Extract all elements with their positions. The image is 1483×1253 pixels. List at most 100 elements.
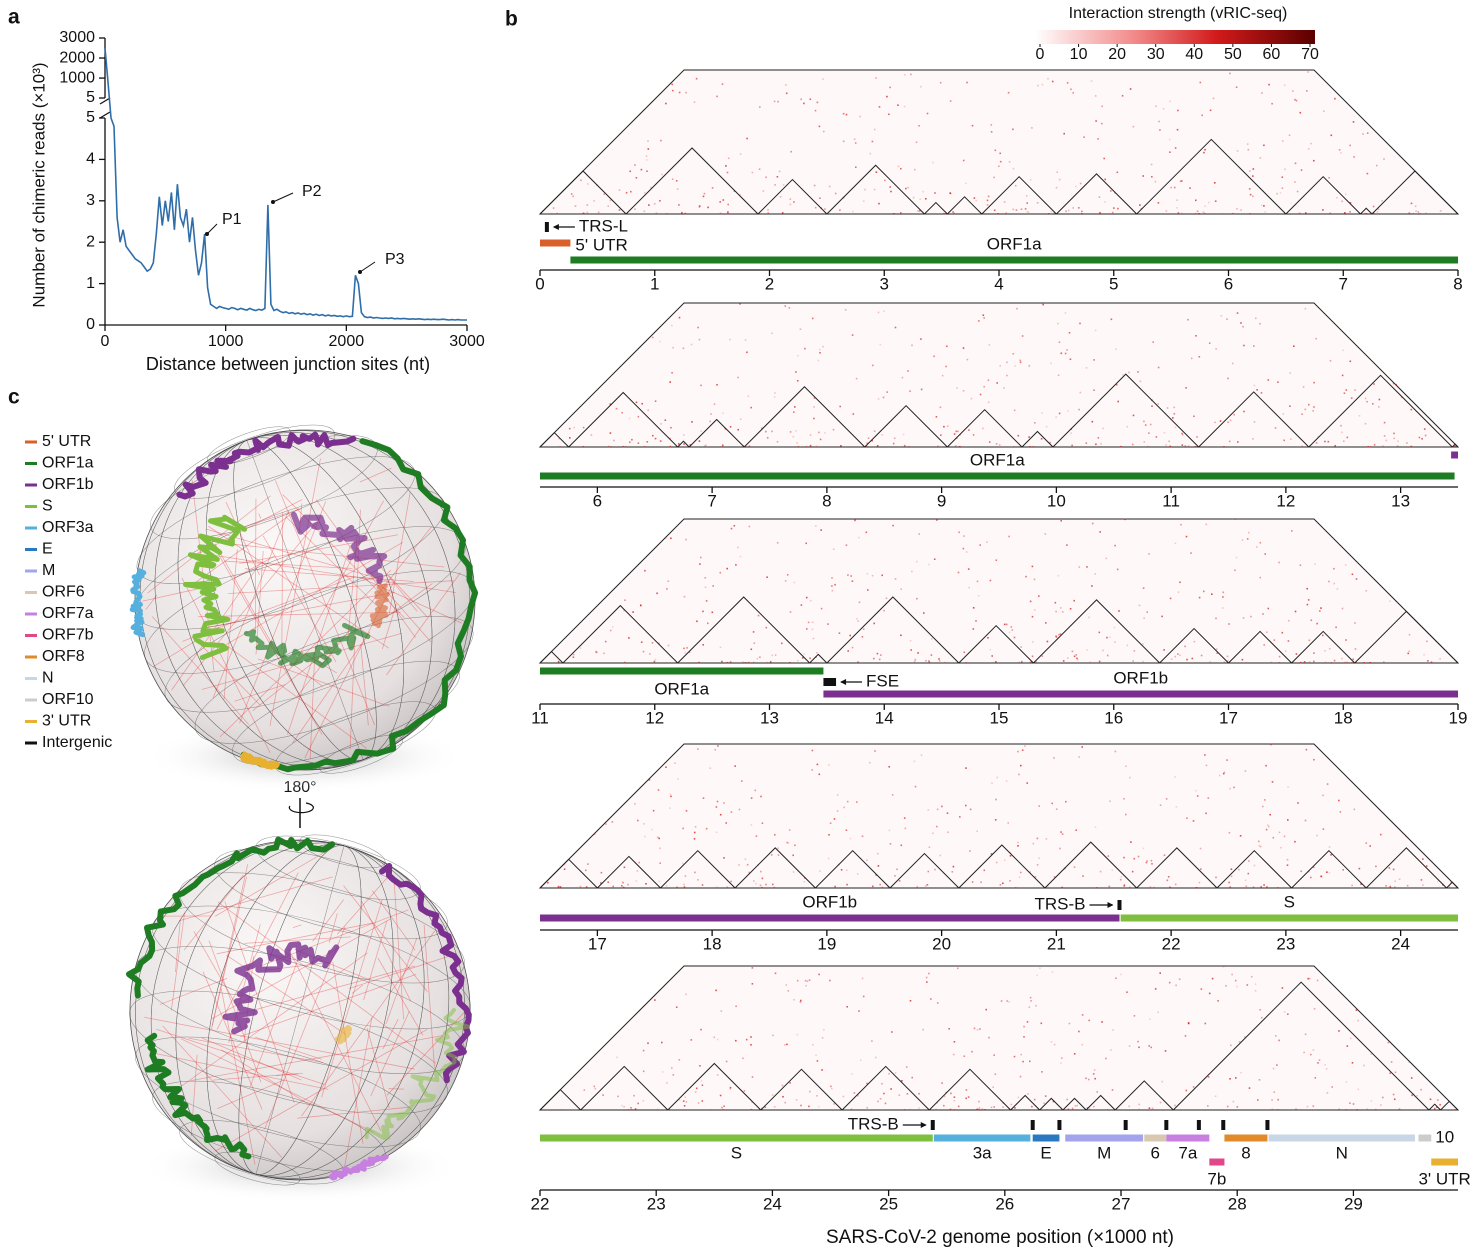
y-tick-label: 5 bbox=[86, 109, 95, 126]
heatmap-noise bbox=[1365, 398, 1367, 400]
heatmap-noise bbox=[1031, 1106, 1033, 1108]
heatmap-noise bbox=[1106, 558, 1108, 560]
heatmap-noise bbox=[1155, 105, 1157, 107]
heatmap-noise bbox=[953, 866, 955, 868]
heatmap-noise bbox=[1159, 972, 1161, 974]
heatmap-noise bbox=[641, 169, 643, 171]
heatmap-noise bbox=[1199, 882, 1201, 884]
heatmap-noise bbox=[1384, 422, 1386, 424]
legend-label: M bbox=[42, 562, 55, 579]
heatmap-noise bbox=[815, 662, 817, 664]
heatmap-noise bbox=[720, 213, 722, 215]
colorbar-tick-label: 50 bbox=[1224, 46, 1242, 63]
heatmap-noise bbox=[771, 333, 773, 335]
gene-label: S bbox=[1284, 892, 1295, 911]
heatmap-noise bbox=[659, 848, 661, 850]
heatmap-noise bbox=[806, 628, 808, 630]
heatmap-noise bbox=[580, 647, 582, 649]
heatmap-noise bbox=[1066, 544, 1068, 546]
heatmap-noise bbox=[1309, 640, 1311, 642]
heatmap-noise bbox=[1056, 187, 1058, 189]
heatmap-noise bbox=[1220, 420, 1222, 422]
heatmap-noise bbox=[1242, 659, 1244, 661]
heatmap-noise bbox=[765, 177, 767, 179]
heatmap-noise bbox=[854, 1092, 856, 1094]
heatmap-noise bbox=[1204, 213, 1206, 215]
heatmap-frame bbox=[540, 303, 1458, 447]
heatmap-noise bbox=[867, 573, 869, 575]
heatmap-noise bbox=[1112, 212, 1114, 214]
heatmap-noise bbox=[1167, 407, 1169, 409]
heatmap-noise bbox=[717, 1039, 719, 1041]
heatmap-noise bbox=[1112, 1089, 1114, 1091]
heatmap-noise bbox=[797, 380, 799, 382]
heatmap-noise bbox=[1114, 641, 1116, 643]
heatmap-noise bbox=[1142, 175, 1144, 177]
heatmap-noise bbox=[698, 662, 700, 664]
heatmap-noise bbox=[1138, 1109, 1140, 1111]
heatmap-noise bbox=[1248, 860, 1250, 862]
heatmap-noise bbox=[753, 662, 755, 664]
heatmap-noise bbox=[839, 632, 841, 634]
heatmap-noise bbox=[1330, 360, 1332, 362]
heatmap-noise bbox=[1208, 202, 1210, 204]
heatmap-noise bbox=[963, 535, 965, 537]
heatmap-noise bbox=[957, 431, 959, 433]
heatmap-noise bbox=[1231, 974, 1233, 976]
heatmap-noise bbox=[648, 204, 650, 206]
heatmap-noise bbox=[1256, 546, 1258, 548]
heatmap-noise bbox=[1305, 820, 1307, 822]
heatmap-noise bbox=[816, 652, 818, 654]
heatmap-noise bbox=[1169, 151, 1171, 153]
heatmap-noise bbox=[1032, 566, 1034, 568]
heatmap-noise bbox=[1107, 655, 1109, 657]
heatmap-noise bbox=[739, 303, 741, 305]
heatmap-noise bbox=[866, 860, 868, 862]
heatmap-noise bbox=[1323, 828, 1325, 830]
marker bbox=[931, 1120, 935, 1130]
heatmap-noise bbox=[1223, 592, 1225, 594]
heatmap-noise bbox=[1329, 846, 1331, 848]
heatmap-noise bbox=[782, 212, 784, 214]
heatmap-noise bbox=[640, 605, 642, 607]
heatmap-noise bbox=[1270, 1109, 1272, 1111]
heatmap-noise bbox=[621, 1105, 623, 1107]
heatmap-noise bbox=[1306, 90, 1308, 92]
heatmap-noise bbox=[1272, 1108, 1274, 1110]
heatmap-noise bbox=[1246, 886, 1248, 888]
heatmap-noise bbox=[896, 869, 898, 871]
heatmap-noise bbox=[1046, 426, 1048, 428]
heatmap-noise bbox=[1167, 880, 1169, 882]
heatmap-noise bbox=[637, 870, 639, 872]
heatmap-noise bbox=[1354, 809, 1356, 811]
heatmap-noise bbox=[1019, 876, 1021, 878]
heatmap-noise bbox=[1190, 552, 1192, 554]
heatmap-noise bbox=[1151, 860, 1153, 862]
heatmap-noise bbox=[1313, 759, 1315, 761]
heatmap-noise bbox=[978, 595, 980, 597]
heatmap-noise bbox=[855, 142, 857, 144]
heatmap-noise bbox=[1369, 845, 1371, 847]
heatmap-noise bbox=[1020, 646, 1022, 648]
heatmap-noise bbox=[1155, 988, 1157, 990]
heatmap-noise bbox=[607, 881, 609, 883]
heatmap-noise bbox=[1130, 88, 1132, 90]
marker-label: TRS-L bbox=[579, 216, 628, 235]
heatmap-noise bbox=[716, 96, 718, 98]
heatmap-noise bbox=[1069, 332, 1071, 334]
heatmap-noise bbox=[907, 1093, 909, 1095]
heatmap-noise bbox=[559, 446, 561, 448]
heatmap-noise bbox=[1383, 158, 1385, 160]
heatmap-noise bbox=[756, 835, 758, 837]
heatmap-noise bbox=[1261, 92, 1263, 94]
heatmap-noise bbox=[1267, 824, 1269, 826]
heatmap-noise bbox=[1158, 121, 1160, 123]
heatmap-noise bbox=[1004, 860, 1006, 862]
heatmap-noise bbox=[1376, 165, 1378, 167]
heatmap-noise bbox=[1223, 446, 1225, 448]
heatmap-noise bbox=[1079, 566, 1081, 568]
heatmap-noise bbox=[1107, 1109, 1109, 1111]
heatmap-noise bbox=[1020, 360, 1022, 362]
heatmap-noise bbox=[1309, 661, 1311, 663]
heatmap-noise bbox=[1180, 524, 1182, 526]
